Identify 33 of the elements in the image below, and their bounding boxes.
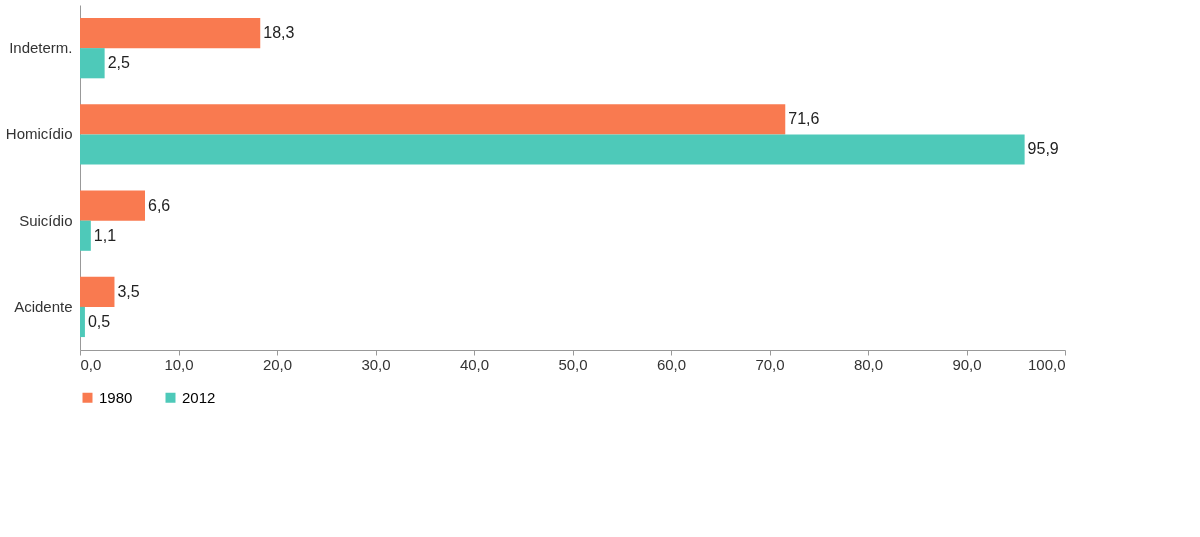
x-tick-label: 70,0 [755,355,785,373]
data-label: 2,5 [107,54,130,72]
data-label: 0,5 [87,312,111,330]
data-label: 18,3 [263,24,295,42]
x-tick-label: 90,0 [952,355,982,373]
data-label: 1,1 [93,226,117,244]
legend-label: 2012 [182,388,216,406]
bar [80,17,261,49]
x-tick-label: 30,0 [361,355,391,373]
bar [80,306,85,338]
x-tick-label: 100,0 [1027,355,1066,373]
bar [80,190,146,221]
data-label: 95,9 [1027,140,1059,158]
y-tick-label: Acidente [14,297,73,315]
bar [80,220,91,251]
y-tick-label: Homicídio [5,125,73,143]
x-tick-label: 60,0 [656,355,687,373]
y-tick-label: Suicídio [19,211,73,229]
data-label: 71,6 [788,110,820,128]
bar [80,276,115,307]
x-tick-label: 0,0 [80,355,102,373]
x-tick-label: 40,0 [459,355,490,373]
y-tick-label: Indeterm. [9,39,73,57]
bar [80,104,786,135]
bar [80,48,105,79]
data-label: 6,6 [148,196,171,214]
bar [80,134,1025,165]
data-label: 3,5 [117,282,140,300]
x-tick-label: 20,0 [262,355,293,373]
x-tick-label: 80,0 [853,355,884,373]
legend-label: 1980 [99,388,133,406]
x-tick-label: 50,0 [558,355,588,373]
x-tick-label: 10,0 [164,355,194,373]
